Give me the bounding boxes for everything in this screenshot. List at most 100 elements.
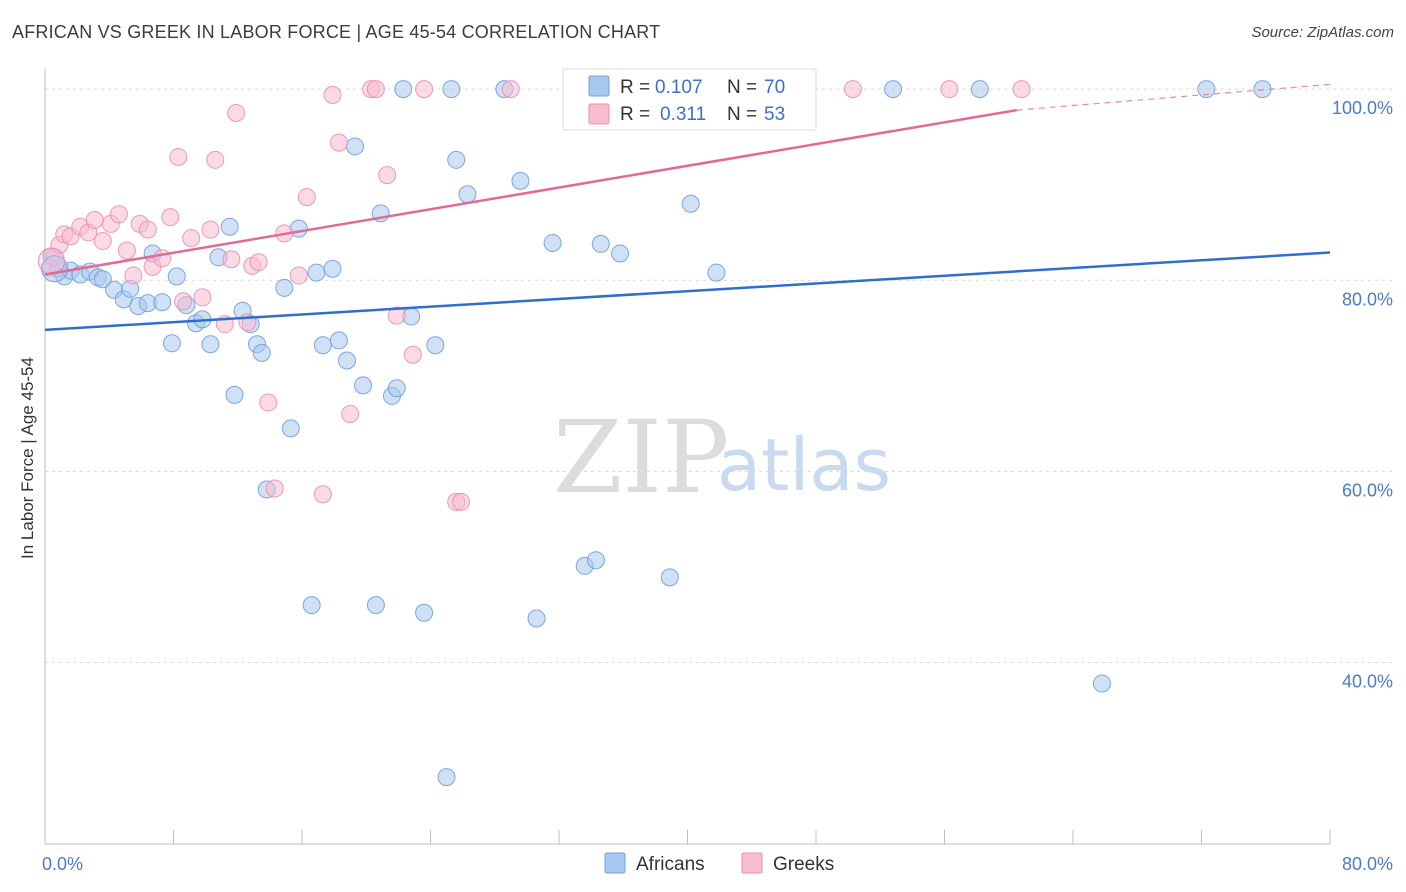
- data-point-greeks: [1012, 80, 1031, 99]
- y-tick-label: 80.0%: [1342, 289, 1393, 309]
- data-point-greeks: [387, 306, 406, 325]
- y-tick-label: 60.0%: [1342, 480, 1393, 500]
- data-point-greeks: [93, 232, 112, 251]
- data-point-africans: [366, 596, 385, 615]
- data-point-africans: [167, 267, 186, 286]
- data-point-greeks: [289, 266, 308, 285]
- y-tick-label: 40.0%: [1342, 672, 1393, 692]
- data-point-greeks: [182, 229, 201, 248]
- data-point-greeks: [378, 166, 397, 185]
- data-point-greeks: [341, 405, 360, 423]
- data-point-greeks: [843, 80, 862, 99]
- data-point-greeks: [323, 85, 342, 104]
- data-point-africans: [313, 336, 332, 355]
- data-point-greeks: [265, 479, 284, 498]
- series-legend-greeks[interactable]: Greeks: [773, 854, 834, 875]
- data-point-africans: [41, 255, 69, 283]
- trend-line-africans: [44, 251, 1331, 332]
- y-tick-label: 100.0%: [1332, 98, 1393, 118]
- data-point-africans: [884, 80, 903, 99]
- legend-swatch-africans: [588, 75, 610, 97]
- data-point-africans: [681, 194, 700, 213]
- data-point-greeks: [403, 345, 422, 364]
- data-point-africans: [426, 336, 445, 355]
- watermark-atlas: atlas: [717, 423, 891, 507]
- legend-r-label: R =: [620, 77, 650, 98]
- data-point-greeks: [940, 80, 959, 99]
- data-point-greeks: [85, 211, 104, 230]
- series-legend-africans[interactable]: Africans: [636, 854, 705, 875]
- data-point-greeks: [169, 147, 188, 166]
- data-point-africans: [387, 379, 406, 398]
- series-legend: Africans Greeks: [604, 852, 834, 875]
- stats-legend: R = 0.107 N = 70 R = 0.311 N = 53: [562, 68, 817, 131]
- data-point-greeks: [174, 292, 193, 311]
- data-point-greeks: [161, 208, 180, 227]
- data-points: [37, 80, 1272, 787]
- data-point-greeks: [415, 80, 434, 99]
- data-point-africans: [201, 335, 220, 354]
- source-label: Source: ZipAtlas.com: [1251, 24, 1394, 41]
- data-point-greeks: [366, 80, 385, 99]
- trend-line-extension-greeks: [1016, 83, 1331, 111]
- data-point-africans: [511, 171, 530, 190]
- data-point-africans: [437, 768, 456, 787]
- data-point-africans: [660, 568, 679, 587]
- data-point-greeks: [297, 188, 316, 207]
- x-tick-label: 0.0%: [42, 854, 83, 874]
- data-point-greeks: [313, 485, 332, 504]
- trend-line-greeks: [44, 108, 1017, 276]
- data-point-africans: [162, 334, 181, 353]
- legend-n-value-africans: 70: [764, 77, 785, 98]
- series-legend-swatch-greeks[interactable]: [741, 852, 763, 874]
- data-point-africans: [1092, 674, 1111, 693]
- data-point-greeks: [222, 250, 241, 269]
- data-point-africans: [220, 217, 239, 236]
- data-point-africans: [153, 293, 172, 312]
- data-point-greeks: [201, 220, 220, 239]
- data-point-africans: [323, 259, 342, 278]
- data-point-greeks: [329, 133, 348, 152]
- data-point-greeks: [153, 249, 172, 268]
- data-point-greeks: [206, 150, 225, 169]
- trend-lines: [44, 83, 1331, 332]
- data-point-africans: [1253, 80, 1272, 99]
- data-point-greeks: [138, 220, 157, 239]
- data-point-africans: [970, 80, 989, 99]
- legend-n-value-greeks: 53: [764, 104, 785, 125]
- data-point-africans: [447, 150, 466, 169]
- data-point-greeks: [452, 492, 471, 511]
- legend-r-value-africans: 0.107: [655, 77, 703, 98]
- x-tick-labels: 0.0% 80.0%: [42, 854, 1393, 874]
- data-point-africans: [591, 234, 610, 253]
- data-point-africans: [307, 263, 326, 282]
- legend-n-label: N =: [727, 77, 757, 98]
- data-point-greeks: [124, 266, 143, 285]
- data-point-greeks: [227, 104, 246, 122]
- data-point-africans: [586, 551, 605, 570]
- legend-n-label: N =: [727, 104, 757, 125]
- axes: [44, 68, 1331, 845]
- data-point-africans: [93, 270, 112, 289]
- data-point-africans: [329, 331, 348, 350]
- data-point-greeks: [259, 393, 278, 412]
- data-point-africans: [225, 385, 244, 404]
- data-point-africans: [275, 278, 294, 297]
- gridlines: [45, 88, 1392, 663]
- x-tick-label: 80.0%: [1342, 854, 1393, 874]
- data-point-africans: [354, 376, 373, 395]
- data-point-greeks: [117, 241, 136, 260]
- data-point-africans: [442, 80, 461, 99]
- data-point-africans: [458, 185, 477, 204]
- data-point-africans: [281, 419, 300, 438]
- data-point-africans: [527, 609, 546, 628]
- data-point-greeks: [501, 80, 520, 99]
- watermark-zip: ZIP: [553, 399, 729, 516]
- watermark: ZIP atlas: [553, 399, 891, 516]
- legend-r-label: R =: [620, 104, 650, 125]
- data-point-africans: [707, 263, 726, 282]
- series-legend-swatch-africans[interactable]: [604, 852, 626, 874]
- data-point-greeks: [193, 288, 212, 307]
- data-point-africans: [302, 596, 321, 615]
